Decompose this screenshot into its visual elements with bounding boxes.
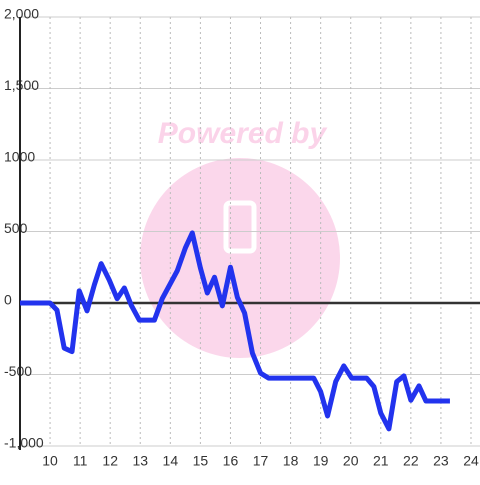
y-tick-label: 2,000	[4, 6, 39, 22]
watermark-circle	[140, 158, 340, 358]
x-tick-label: 22	[403, 453, 419, 469]
x-tick-label: 23	[433, 453, 449, 469]
x-tick-label: 15	[193, 453, 209, 469]
y-tick-label: -1,000	[4, 435, 44, 451]
watermark-text: Powered by	[158, 117, 328, 150]
y-tick-label: 0	[4, 292, 12, 308]
x-tick-label: 10	[42, 453, 58, 469]
x-tick-label: 12	[102, 453, 118, 469]
x-tick-label: 16	[223, 453, 239, 469]
x-tick-label: 17	[253, 453, 269, 469]
x-tick-label: 19	[313, 453, 329, 469]
x-tick-label: 11	[73, 453, 88, 469]
x-tick-label: 13	[132, 453, 148, 469]
watermark	[140, 158, 340, 358]
x-tick-label: 14	[163, 453, 179, 469]
y-tick-label: -500	[4, 363, 32, 379]
series-line	[20, 230, 450, 432]
y-tick-label: 1,500	[4, 77, 39, 93]
x-tick-label: 21	[373, 453, 389, 469]
x-tick-label: 18	[283, 453, 299, 469]
y-tick-label: 500	[4, 220, 28, 236]
watermark-icon	[223, 200, 257, 254]
x-tick-label: 20	[343, 453, 359, 469]
x-tick-label: 24	[463, 453, 479, 469]
